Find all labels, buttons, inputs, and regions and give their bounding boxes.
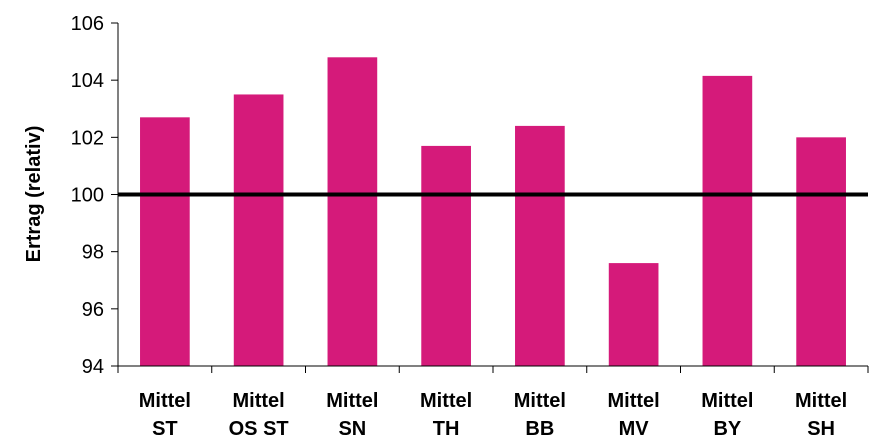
x-category-label: BB	[525, 418, 554, 440]
x-category-label: Mittel	[795, 390, 847, 412]
bar	[327, 57, 378, 367]
bar	[233, 94, 284, 366]
x-category-label: Mittel	[139, 390, 191, 412]
x-category-label: Mittel	[326, 390, 378, 412]
x-category-label: BY	[713, 418, 741, 440]
y-tick-label: 98	[82, 242, 104, 264]
bar	[702, 75, 753, 367]
x-axis: Mittel ST Mittel OS ST Mittel SN Mittel TH Mitte…	[117, 365, 869, 440]
x-category-label: Mittel	[420, 390, 472, 412]
x-category-label: Mittel	[608, 390, 660, 412]
bar	[515, 125, 565, 367]
y-tick-label: 106	[71, 13, 104, 35]
x-category-label: SH	[807, 418, 835, 440]
bar	[608, 263, 659, 366]
bars-group	[140, 57, 846, 367]
x-category-label: OS ST	[229, 418, 289, 440]
bar	[796, 137, 846, 366]
y-tick-label: 96	[82, 299, 104, 321]
y-tick-label: 94	[82, 356, 104, 378]
x-category-label: Mittel	[233, 390, 285, 412]
y-axis: 94 96 98 100 102 104 106	[71, 13, 119, 378]
x-category-label: SN	[338, 418, 366, 440]
bar	[140, 117, 190, 366]
x-category-label: ST	[152, 418, 178, 440]
y-axis-title: Ertrag (relativ)	[23, 126, 45, 263]
x-category-label: MV	[619, 418, 650, 440]
bar	[421, 145, 471, 366]
x-category-label: TH	[433, 418, 460, 440]
x-category-label: Mittel	[701, 390, 753, 412]
y-tick-label: 104	[71, 70, 104, 92]
x-category-label: Mittel	[514, 390, 566, 412]
y-tick-label: 100	[71, 185, 104, 207]
y-tick-label: 102	[71, 127, 104, 149]
